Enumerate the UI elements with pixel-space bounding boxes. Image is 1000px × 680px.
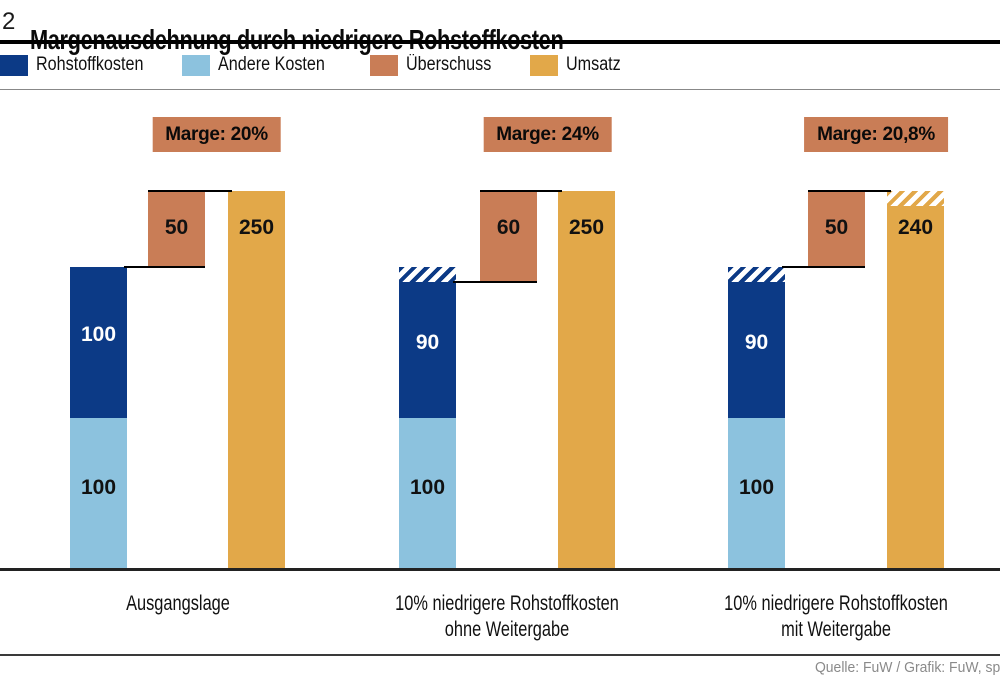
legend-swatch-ueberschuss <box>370 54 398 76</box>
bar-rohstoffkosten-hatched <box>728 266 785 282</box>
marge-badge: Marge: 20% <box>152 117 281 152</box>
bar-andere-kosten <box>728 418 785 570</box>
source-credit: Quelle: FuW / Grafik: FuW, sp <box>814 659 1000 676</box>
value-label-ueberschuss: 50 <box>824 215 849 239</box>
legend-label-ueberschuss: Überschuss <box>406 54 492 75</box>
bar-rohstoffkosten-hatched <box>399 266 456 282</box>
legend-item-ueberschuss: Überschuss <box>370 54 506 76</box>
legend-label-andere-kosten: Andere Kosten <box>218 54 325 75</box>
value-label-ueberschuss: 50 <box>164 215 189 239</box>
value-label-rohstoffkosten: 90 <box>744 330 769 354</box>
title-divider <box>0 40 1000 44</box>
bar-ueberschuss <box>808 190 865 267</box>
category-label: 10% niedrigere Rohstoffkosten mit Weiterg… <box>703 591 968 643</box>
connector-line-bottom <box>453 280 537 283</box>
value-label-andere-kosten: 100 <box>80 475 117 499</box>
marge-badge: Marge: 20,8% <box>804 117 948 152</box>
marge-badge: Marge: 24% <box>483 117 612 152</box>
legend-swatch-andere-kosten <box>182 54 210 76</box>
category-label-line: 10% niedrigere Rohstoffkosten <box>395 592 619 615</box>
bar-andere-kosten <box>70 418 127 570</box>
connector-line-bottom <box>124 265 205 268</box>
legend-swatch-rohstoffkosten <box>0 54 28 76</box>
bar-andere-kosten <box>399 418 456 570</box>
legend-swatch-umsatz <box>530 54 558 76</box>
connector-line-bottom <box>782 265 865 268</box>
category-label-line: ohne Weitergabe <box>444 618 570 641</box>
footer-divider <box>0 654 1000 656</box>
legend-label-umsatz: Umsatz <box>566 54 621 75</box>
bar-umsatz <box>228 190 285 570</box>
figure-number: 2 <box>2 8 16 35</box>
connector-line-top <box>480 189 562 192</box>
category-label: 10% niedrigere Rohstoffkosten ohne Weiter… <box>374 591 639 643</box>
value-label-umsatz: 240 <box>897 215 934 239</box>
legend-item-rohstoffkosten: Rohstoffkosten <box>0 54 162 76</box>
value-label-andere-kosten: 100 <box>409 475 446 499</box>
value-label-ueberschuss: 60 <box>496 215 521 239</box>
legend-divider <box>0 89 1000 90</box>
bar-rohstoffkosten <box>728 281 785 418</box>
bar-rohstoffkosten <box>399 281 456 418</box>
value-label-umsatz: 250 <box>568 215 605 239</box>
figure-title: Margenausdehnung durch niedrigere Rohsto… <box>30 24 564 56</box>
legend-label-rohstoffkosten: Rohstoffkosten <box>36 54 144 75</box>
category-label-line: mit Weitergabe <box>781 618 891 641</box>
value-label-rohstoffkosten: 100 <box>80 323 117 347</box>
value-label-andere-kosten: 100 <box>738 475 775 499</box>
bar-ueberschuss <box>480 190 537 282</box>
bar-umsatz <box>887 205 944 570</box>
connector-line-top <box>148 189 232 192</box>
bar-umsatz <box>558 190 615 570</box>
connector-line-top <box>808 189 891 192</box>
legend-item-andere-kosten: Andere Kosten <box>182 54 344 76</box>
x-axis-line <box>0 568 1000 571</box>
category-label-line: Ausgangslage <box>125 592 230 615</box>
bar-umsatz-hatched <box>887 190 944 206</box>
bar-ueberschuss <box>148 190 205 267</box>
value-label-rohstoffkosten: 90 <box>415 330 440 354</box>
category-label-line: 10% niedrigere Rohstoffkosten <box>724 592 948 615</box>
bar-rohstoffkosten <box>70 266 127 418</box>
value-label-umsatz: 250 <box>238 215 275 239</box>
legend-item-umsatz: Umsatz <box>530 54 630 76</box>
category-label: Ausgangslage <box>45 591 310 617</box>
